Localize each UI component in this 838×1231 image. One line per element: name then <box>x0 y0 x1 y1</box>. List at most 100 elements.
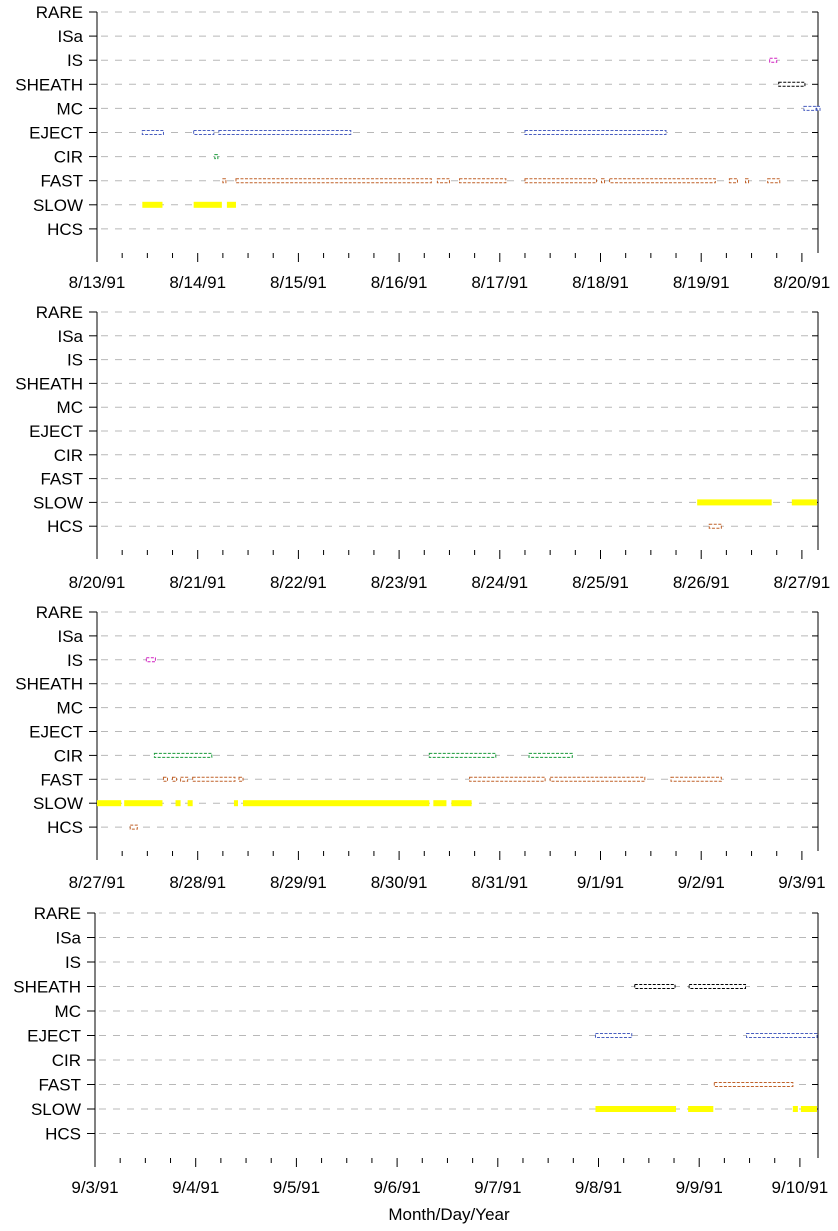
y-tick-label-eject: EJECT <box>29 422 83 441</box>
y-tick-label-is: IS <box>65 953 81 972</box>
x-tick-label: 8/29/91 <box>270 873 327 892</box>
segment-cir <box>528 752 573 758</box>
chart-panel-4: RARE ISa IS SHEATH MC EJECT CIR FAST SLOW HCS 9/3/… <box>13 904 828 1197</box>
y-tick-label-isa: ISa <box>57 327 83 346</box>
x-tick-label: 8/20/91 <box>69 573 126 592</box>
y-tick-label-fast: FAST <box>40 172 83 191</box>
x-tick-label: 8/21/91 <box>169 573 226 592</box>
segment-slow <box>800 1106 817 1112</box>
x-tick-label: 8/30/91 <box>371 873 428 892</box>
y-tick-label-sheath: SHEATH <box>15 374 83 393</box>
x-tick-label: 8/16/91 <box>371 273 428 292</box>
y-tick-label-mc: MC <box>57 398 83 417</box>
segment-fast <box>609 178 716 184</box>
x-tick-label: 9/4/91 <box>172 1178 219 1197</box>
y-tick-label-rare: RARE <box>36 3 83 22</box>
x-tick-label: 9/1/91 <box>577 873 624 892</box>
segment-fast <box>162 776 168 782</box>
segment-fast <box>436 178 450 184</box>
x-tick-label: 8/17/91 <box>471 273 528 292</box>
segment-slow <box>433 800 447 807</box>
x-tick-label: 8/13/91 <box>69 273 126 292</box>
y-tick-label-sheath: SHEATH <box>13 978 81 997</box>
x-tick-label: 8/28/91 <box>169 873 226 892</box>
segment-eject <box>193 130 215 135</box>
y-tick-label-slow: SLOW <box>33 493 83 512</box>
segment-sheath <box>634 984 676 989</box>
y-tick-label-is: IS <box>67 351 83 370</box>
segment-eject <box>141 130 164 135</box>
segment-slow <box>792 1106 798 1112</box>
x-axis-label: Month/Day/Year <box>388 1205 510 1224</box>
x-tick-label: 8/18/91 <box>572 273 629 292</box>
chart-panel-3: RARE ISa IS SHEATH MC EJECT CIR FAST SLOW HCS 8/27… <box>15 603 825 892</box>
segment-slow <box>791 499 817 506</box>
x-tick-label: 8/26/91 <box>673 573 730 592</box>
segment-fast <box>601 178 606 184</box>
segment-mc <box>816 105 821 111</box>
segment-cir <box>153 752 213 758</box>
segment-slow <box>124 800 163 807</box>
segment-slow <box>243 800 430 807</box>
y-tick-label-is: IS <box>67 51 83 70</box>
chart-panel-1: RARE ISa IS SHEATH MC EJECT CIR FAST SLOW HCS 8/13… <box>15 3 830 292</box>
segment-fast <box>459 178 507 184</box>
segment-slow <box>97 800 122 807</box>
segment-slow <box>187 800 193 807</box>
y-tick-label-eject: EJECT <box>29 124 83 143</box>
segment-is <box>769 57 778 63</box>
y-tick-label-hcs: HCS <box>47 517 83 536</box>
segment-fast <box>222 178 227 184</box>
x-tick-label: 8/22/91 <box>270 573 327 592</box>
y-tick-label-isa: ISa <box>57 627 83 646</box>
segment-fast <box>235 178 432 184</box>
x-tick-label: 8/23/91 <box>371 573 428 592</box>
y-tick-label-rare: RARE <box>36 603 83 622</box>
y-tick-label-rare: RARE <box>34 904 81 923</box>
x-tick-label: 8/31/91 <box>471 873 528 892</box>
segment-sheath <box>778 81 806 87</box>
y-tick-label-slow: SLOW <box>33 794 83 813</box>
y-tick-label-hcs: HCS <box>47 220 83 239</box>
x-tick-label: 9/9/91 <box>676 1178 723 1197</box>
x-tick-label: 8/15/91 <box>270 273 327 292</box>
y-tick-label-isa: ISa <box>57 27 83 46</box>
segment-fast <box>713 1082 794 1087</box>
y-tick-label-cir: CIR <box>54 148 83 167</box>
y-tick-label-eject: EJECT <box>29 723 83 742</box>
segment-slow <box>451 800 472 807</box>
segment-slow <box>175 800 181 807</box>
x-tick-label: 8/14/91 <box>169 273 226 292</box>
y-tick-label-slow: SLOW <box>33 196 83 215</box>
x-tick-label: 8/25/91 <box>572 573 629 592</box>
x-tick-label: 9/5/91 <box>273 1178 320 1197</box>
y-tick-label-fast: FAST <box>40 470 83 489</box>
segment-fast <box>670 776 722 782</box>
x-tick-label: 8/20/91 <box>774 273 831 292</box>
x-tick-label: 9/3/91 <box>778 873 825 892</box>
segment-fast <box>238 776 244 782</box>
segment-eject <box>218 130 352 135</box>
x-tick-label: 9/7/91 <box>474 1178 521 1197</box>
x-tick-label: 8/19/91 <box>673 273 730 292</box>
segment-sheath <box>688 984 747 989</box>
x-tick-label: 8/24/91 <box>471 573 528 592</box>
segment-eject <box>524 130 667 135</box>
y-tick-label-hcs: HCS <box>47 818 83 837</box>
chart-panel-2: RARE ISa IS SHEATH MC EJECT CIR FAST SLOW HCS 8/20… <box>15 303 830 592</box>
segment-slow <box>595 1106 677 1112</box>
y-tick-label-rare: RARE <box>36 303 83 322</box>
y-tick-label-isa: ISa <box>55 929 81 948</box>
y-tick-label-mc: MC <box>57 699 83 718</box>
segment-slow <box>688 1106 714 1112</box>
segment-cir <box>428 752 497 758</box>
y-tick-label-is: IS <box>67 651 83 670</box>
segment-slow <box>142 201 163 208</box>
y-tick-label-cir: CIR <box>54 746 83 765</box>
y-tick-label-hcs: HCS <box>45 1125 81 1144</box>
y-tick-label-fast: FAST <box>40 770 83 789</box>
segment-slow <box>233 800 238 807</box>
y-tick-label-cir: CIR <box>54 446 83 465</box>
y-tick-label-slow: SLOW <box>31 1100 81 1119</box>
